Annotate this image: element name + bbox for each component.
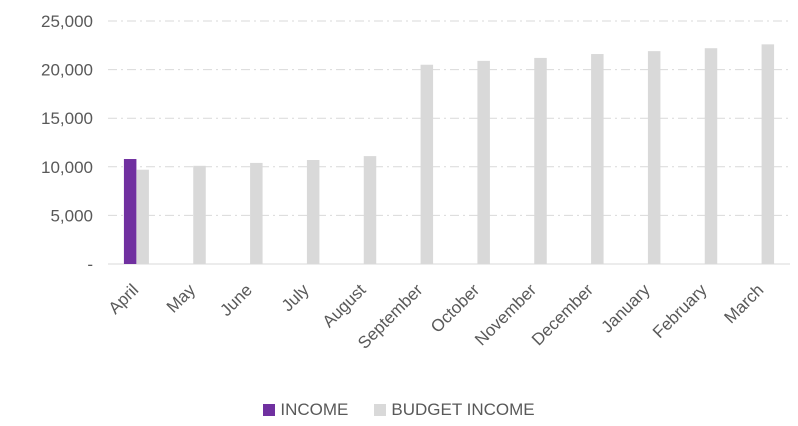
x-tick-label: March <box>721 280 768 327</box>
bar-budget-income-march <box>761 44 775 264</box>
bar-budget-income-december <box>591 54 604 264</box>
bar-budget-income-july <box>306 159 320 264</box>
y-tick-label: 15,000 <box>41 109 93 128</box>
gridlines <box>108 20 790 216</box>
x-tick-label: July <box>278 280 313 315</box>
legend-item-budget-income: BUDGET INCOME <box>374 400 535 420</box>
bar-budget-income-january <box>647 51 661 264</box>
x-tick-label: October <box>427 280 483 336</box>
legend-label-budget-income: BUDGET INCOME <box>391 400 535 419</box>
legend: INCOME BUDGET INCOME <box>0 400 798 420</box>
bar-budget-income-november <box>534 57 547 264</box>
legend-swatch-budget-income <box>374 404 387 416</box>
bars <box>123 44 775 265</box>
bar-budget-income-may <box>193 165 206 264</box>
y-tick-label: 10,000 <box>41 158 93 177</box>
x-tick-label: June <box>216 280 256 320</box>
bar-budget-income-april <box>136 169 149 264</box>
bar-budget-income-august <box>363 156 377 264</box>
bar-income-april <box>123 159 137 264</box>
bar-budget-income-june <box>250 162 263 264</box>
legend-swatch-income <box>263 404 276 416</box>
y-tick-label: - <box>87 255 93 274</box>
bar-budget-income-september <box>420 64 434 265</box>
y-tick-label: 25,000 <box>41 12 93 31</box>
bar-chart: - 5,000 10,000 15,000 20,000 25,000 April May Ju… <box>41 12 790 353</box>
legend-item-income: INCOME <box>263 400 348 420</box>
x-tick-label: April <box>105 280 142 317</box>
y-tick-label: 5,000 <box>50 206 93 225</box>
x-tick-label: December <box>528 280 597 349</box>
x-tick-label: January <box>598 280 655 337</box>
x-tick-label: May <box>163 280 199 316</box>
x-tick-label: February <box>649 280 711 342</box>
bar-budget-income-october <box>477 60 490 264</box>
y-tick-label: 20,000 <box>41 61 93 80</box>
x-tick-label: August <box>319 280 370 331</box>
legend-label-income: INCOME <box>280 400 349 419</box>
bar-budget-income-february <box>704 48 718 264</box>
